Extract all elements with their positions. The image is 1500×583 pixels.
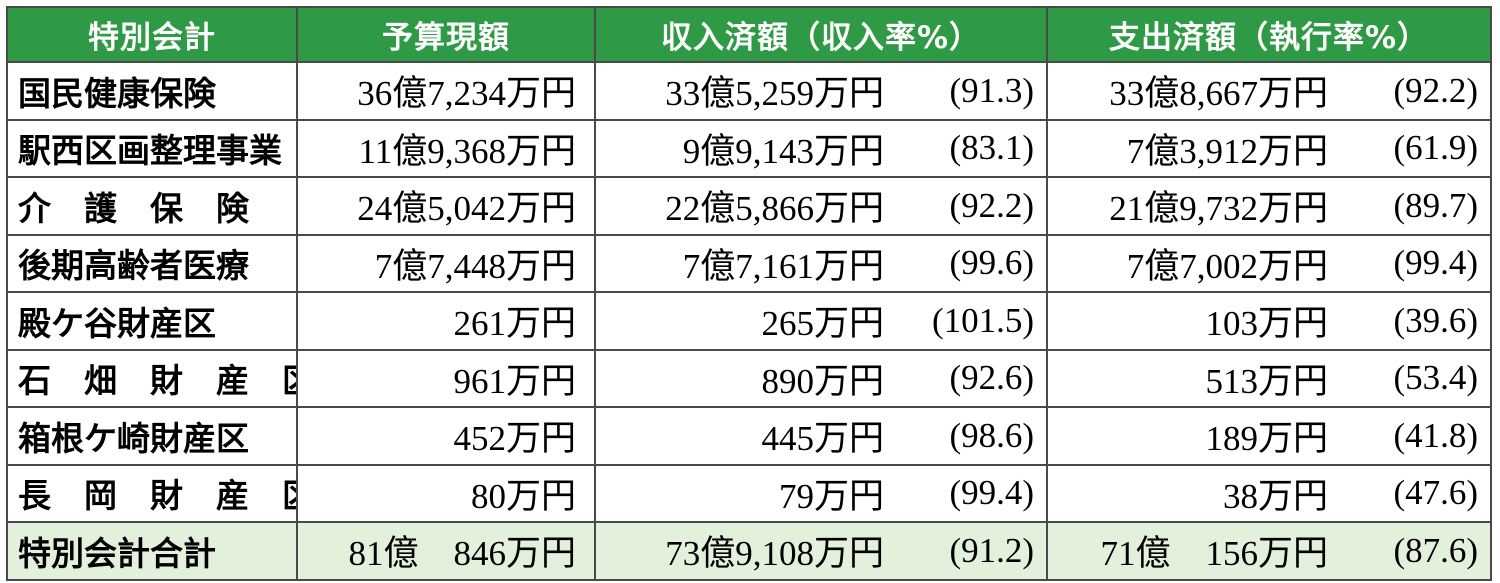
header-budget: 予算現額 xyxy=(296,6,596,63)
income-cell: 265万円 (101.5) xyxy=(594,291,1048,351)
account-name: 国民健康保険 xyxy=(6,61,298,121)
expense-rate: (47.6) xyxy=(1393,473,1478,513)
income-amount: 33億5,259万円 xyxy=(665,74,884,114)
expense-rate: (99.4) xyxy=(1393,243,1478,283)
expense-cell: 103万円 (39.6) xyxy=(1046,291,1492,351)
expense-cell: 7億3,912万円 (61.9) xyxy=(1046,118,1492,178)
income-rate: (83.1) xyxy=(949,128,1034,168)
expense-cell: 189万円 (41.8) xyxy=(1046,406,1492,466)
expense-amount: 189万円 xyxy=(1205,419,1328,459)
budget-amount: 11億9,368万円 xyxy=(296,118,596,178)
budget-amount: 80万円 xyxy=(296,463,596,523)
income-rate: (99.6) xyxy=(949,243,1034,283)
special-accounts-table: 特別会計 予算現額 収入済額（収入率%） 支出済額（執行率%） 国民健康保険 3… xyxy=(6,6,1492,581)
income-cell: 33億5,259万円 (91.3) xyxy=(594,61,1048,121)
header-account-name: 特別会計 xyxy=(6,6,298,63)
budget-amount: 961万円 xyxy=(296,348,596,408)
income-rate: (101.5) xyxy=(931,300,1034,340)
total-expense-cell: 71億 156万円 (87.6) xyxy=(1046,521,1492,581)
account-name: 介 護 保 険 xyxy=(6,176,298,236)
total-income-amount: 73億9,108万円 xyxy=(665,534,884,574)
expense-amount: 7億7,002万円 xyxy=(1126,246,1328,286)
budget-amount: 24億5,042万円 xyxy=(296,176,596,236)
table-header-row: 特別会計 予算現額 収入済額（収入率%） 支出済額（執行率%） xyxy=(6,6,1492,63)
table-row: 箱根ケ崎財産区 452万円 445万円 (98.6) 189万円 (41.8) xyxy=(6,406,1492,466)
expense-cell: 7億7,002万円 (99.4) xyxy=(1046,233,1492,293)
table-row: 石 畑 財 産 区 961万円 890万円 (92.6) 513万円 (53.4) xyxy=(6,348,1492,408)
income-amount: 890万円 xyxy=(761,361,884,401)
table-row: 国民健康保険 36億7,234万円 33億5,259万円 (91.3) 33億8,… xyxy=(6,61,1492,121)
header-income: 収入済額（収入率%） xyxy=(594,6,1048,63)
total-income-cell: 73億9,108万円 (91.2) xyxy=(594,521,1048,581)
income-rate: (92.6) xyxy=(949,358,1034,398)
expense-amount: 7億3,912万円 xyxy=(1126,131,1328,171)
expense-rate: (41.8) xyxy=(1393,415,1478,455)
budget-amount: 261万円 xyxy=(296,291,596,351)
header-expense: 支出済額（執行率%） xyxy=(1046,6,1492,63)
income-cell: 79万円 (99.4) xyxy=(594,463,1048,523)
total-income-rate: (91.2) xyxy=(949,530,1034,570)
income-cell: 445万円 (98.6) xyxy=(594,406,1048,466)
income-rate: (99.4) xyxy=(949,473,1034,513)
expense-amount: 38万円 xyxy=(1222,476,1328,516)
budget-amount: 36億7,234万円 xyxy=(296,61,596,121)
income-amount: 7億7,161万円 xyxy=(682,246,884,286)
table-row: 後期高齢者医療 7億7,448万円 7億7,161万円 (99.6) 7億7,00… xyxy=(6,233,1492,293)
expense-cell: 21億9,732万円 (89.7) xyxy=(1046,176,1492,236)
income-amount: 445万円 xyxy=(761,419,884,459)
income-cell: 7億7,161万円 (99.6) xyxy=(594,233,1048,293)
account-name: 石 畑 財 産 区 xyxy=(6,348,298,408)
account-name: 駅西区画整理事業 xyxy=(6,118,298,178)
table-row: 長 岡 財 産 区 80万円 79万円 (99.4) 38万円 (47.6) xyxy=(6,463,1492,523)
expense-amount: 33億8,667万円 xyxy=(1109,74,1328,114)
special-accounts-table-wrapper: 特別会計 予算現額 収入済額（収入率%） 支出済額（執行率%） 国民健康保険 3… xyxy=(6,6,1492,581)
expense-rate: (61.9) xyxy=(1393,128,1478,168)
total-expense-rate: (87.6) xyxy=(1393,530,1478,570)
income-amount: 9億9,143万円 xyxy=(682,131,884,171)
expense-amount: 103万円 xyxy=(1205,304,1328,344)
account-name: 箱根ケ崎財産区 xyxy=(6,406,298,466)
expense-amount: 513万円 xyxy=(1205,361,1328,401)
expense-rate: (92.2) xyxy=(1393,70,1478,110)
total-account-name: 特別会計合計 xyxy=(6,521,298,581)
table-row: 殿ケ谷財産区 261万円 265万円 (101.5) 103万円 (39.6) xyxy=(6,291,1492,351)
expense-rate: (39.6) xyxy=(1393,300,1478,340)
expense-amount: 21億9,732万円 xyxy=(1109,189,1328,229)
income-amount: 22億5,866万円 xyxy=(665,189,884,229)
expense-rate: (89.7) xyxy=(1393,185,1478,225)
income-rate: (92.2) xyxy=(949,185,1034,225)
income-cell: 9億9,143万円 (83.1) xyxy=(594,118,1048,178)
table-row: 介 護 保 険 24億5,042万円 22億5,866万円 (92.2) 21億9… xyxy=(6,176,1492,236)
income-amount: 265万円 xyxy=(761,304,884,344)
total-budget-amount: 81億 846万円 xyxy=(296,521,596,581)
budget-amount: 452万円 xyxy=(296,406,596,466)
total-expense-amount: 71億 156万円 xyxy=(1100,534,1328,574)
account-name: 後期高齢者医療 xyxy=(6,233,298,293)
income-amount: 79万円 xyxy=(778,476,884,516)
income-cell: 890万円 (92.6) xyxy=(594,348,1048,408)
income-cell: 22億5,866万円 (92.2) xyxy=(594,176,1048,236)
income-rate: (98.6) xyxy=(949,415,1034,455)
expense-cell: 33億8,667万円 (92.2) xyxy=(1046,61,1492,121)
expense-cell: 513万円 (53.4) xyxy=(1046,348,1492,408)
budget-amount: 7億7,448万円 xyxy=(296,233,596,293)
income-rate: (91.3) xyxy=(949,70,1034,110)
expense-cell: 38万円 (47.6) xyxy=(1046,463,1492,523)
total-row: 特別会計合計 81億 846万円 73億9,108万円 (91.2) 71億 15… xyxy=(6,521,1492,581)
account-name: 殿ケ谷財産区 xyxy=(6,291,298,351)
expense-rate: (53.4) xyxy=(1393,358,1478,398)
table-row: 駅西区画整理事業 11億9,368万円 9億9,143万円 (83.1) 7億3,… xyxy=(6,118,1492,178)
account-name: 長 岡 財 産 区 xyxy=(6,463,298,523)
